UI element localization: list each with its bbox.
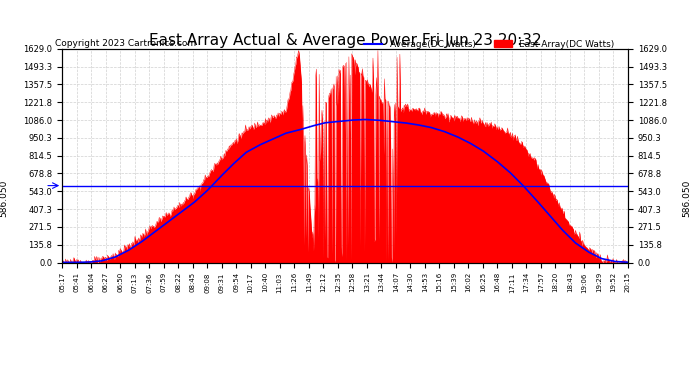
Text: Copyright 2023 Cartronics.com: Copyright 2023 Cartronics.com — [55, 39, 197, 48]
Text: 586.050: 586.050 — [682, 180, 690, 218]
Title: East Array Actual & Average Power Fri Jun 23 20:32: East Array Actual & Average Power Fri Ju… — [148, 33, 542, 48]
Legend: Average(DC Watts), East Array(DC Watts): Average(DC Watts), East Array(DC Watts) — [361, 36, 618, 52]
Text: 586.050: 586.050 — [0, 180, 8, 218]
